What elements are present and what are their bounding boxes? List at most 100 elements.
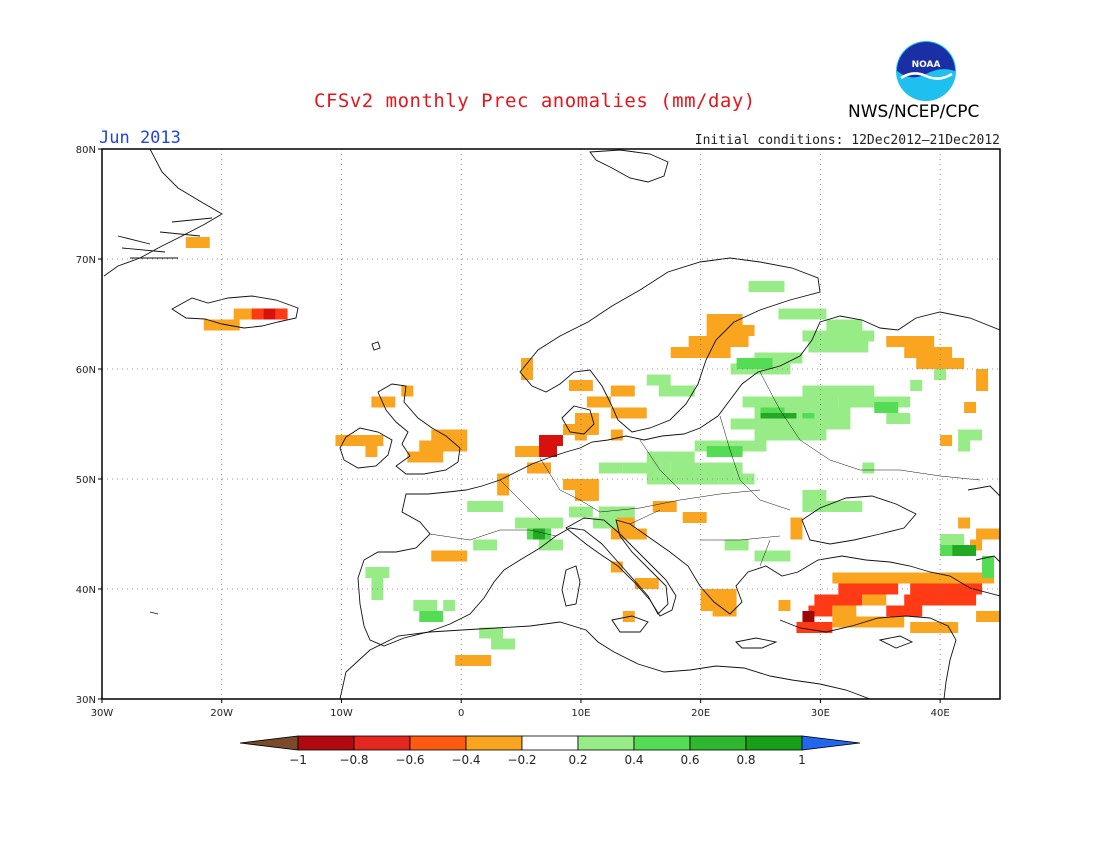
coast-caspian <box>967 485 1000 563</box>
lat-tick-label: 40N <box>76 585 96 596</box>
initial-conditions: Initial conditions: 12Dec2012–21Dec2012 <box>694 133 1000 148</box>
anomaly-cell <box>862 594 887 606</box>
anomaly-cell <box>958 517 971 529</box>
anomaly-cell <box>832 616 905 628</box>
anomaly-cell <box>365 446 378 457</box>
coast-iceland <box>171 295 299 329</box>
lon-tick-label: 40E <box>931 708 950 719</box>
lat-tick-label: 70N <box>76 255 96 266</box>
anomaly-cell <box>754 550 791 562</box>
lon-tick-label: 0 <box>458 708 464 719</box>
anomaly-cell <box>610 561 623 573</box>
coast-sicily <box>611 615 649 633</box>
anomaly-cell <box>802 385 875 397</box>
anomaly-cell <box>682 512 707 523</box>
anomaly-cells <box>185 237 1000 666</box>
anomaly-cell <box>916 358 965 369</box>
anomaly-cell <box>479 627 504 639</box>
anomaly-cell <box>940 534 965 545</box>
anomaly-cell <box>808 605 833 617</box>
anomaly-cell <box>790 517 803 540</box>
map-grid <box>102 149 1000 699</box>
colorbar-label: 0.2 <box>568 753 587 767</box>
anomaly-cell <box>832 572 905 584</box>
anomaly-cell <box>419 440 468 452</box>
anomaly-cell <box>904 347 953 358</box>
anomaly-cell <box>958 429 983 441</box>
colorbar-segment <box>745 735 803 751</box>
anomaly-cell <box>754 429 827 441</box>
anomaly-cell <box>652 501 677 512</box>
map-frame <box>101 148 1001 700</box>
anomaly-cell <box>568 380 593 391</box>
anomaly-cell <box>646 374 671 386</box>
anomaly-cell <box>886 413 911 424</box>
colorbar-label: −0.6 <box>395 753 424 767</box>
anomaly-cell <box>952 545 977 556</box>
anomaly-cell <box>598 462 623 474</box>
anomaly-cell <box>814 407 851 419</box>
colorbar-segment <box>633 735 691 751</box>
anomaly-cell <box>568 506 593 518</box>
anomaly-cell <box>976 369 989 391</box>
anomaly-cell <box>670 347 731 358</box>
anomaly-cell <box>826 501 863 512</box>
anomaly-cell <box>419 611 444 622</box>
anomaly-cell <box>539 539 563 551</box>
anomaly-cell <box>413 600 438 611</box>
anomaly-cell <box>275 308 288 320</box>
anomaly-cell <box>521 369 534 380</box>
anomaly-cell <box>610 429 623 441</box>
coast-europe-mainland <box>357 311 1000 647</box>
anomaly-cell <box>371 589 384 600</box>
anomaly-cell <box>491 638 516 650</box>
lat-tick-label: 80N <box>76 145 96 156</box>
anomaly-cell <box>233 308 258 320</box>
anomaly-cell <box>371 578 384 589</box>
colorbar-label: −0.2 <box>507 753 536 767</box>
anomaly-cell <box>610 407 647 419</box>
coast-ireland <box>339 427 393 469</box>
anomaly-cell <box>574 490 599 501</box>
colorbar-segment <box>465 735 523 751</box>
anomaly-cell <box>371 396 396 408</box>
lon-tick-label: 10W <box>330 708 353 719</box>
colorbar-label: −0.8 <box>339 753 368 767</box>
anomaly-cell <box>670 462 743 474</box>
lon-tick-label: 20W <box>210 708 233 719</box>
lat-tick-label: 60N <box>76 365 96 376</box>
anomaly-cell <box>796 622 833 633</box>
anomaly-cell <box>610 385 635 397</box>
anomaly-cell <box>838 396 911 408</box>
anomaly-cell <box>497 473 510 496</box>
coast-north-africa <box>339 621 871 699</box>
lon-tick-label: 20E <box>691 708 710 719</box>
colorbar-label: 0.6 <box>680 753 699 767</box>
anomaly-cell <box>365 567 390 578</box>
anomaly-cell <box>634 578 659 589</box>
agency-label: NWS/NCEP/CPC <box>848 102 980 122</box>
anomaly-cell <box>802 611 815 622</box>
anomaly-cell <box>407 451 444 463</box>
anomaly-cell <box>910 380 923 391</box>
colorbar-label: −1 <box>289 753 307 767</box>
anomaly-cell <box>910 622 959 633</box>
coast-svalbard <box>589 149 669 183</box>
lat-tick-label: 50N <box>76 475 96 486</box>
lon-tick-label: 30E <box>811 708 830 719</box>
axis-ticks: 30W 20W 10W 0 10E 20E 30E 40E 30N 40N 50N 60N 70N 80N <box>76 145 950 719</box>
anomaly-cell <box>958 440 971 452</box>
logo-text: NOAA <box>912 60 941 70</box>
coast-faroe <box>371 341 381 351</box>
anomaly-cell <box>748 281 785 292</box>
anomaly-cell <box>778 600 791 611</box>
colorbar-label: −0.4 <box>451 753 480 767</box>
anomaly-cell <box>431 429 468 441</box>
colorbar-segment <box>521 735 579 751</box>
lon-tick-label: 30W <box>91 708 114 719</box>
coast-anatolia-south <box>779 615 957 699</box>
forecast-month: Jun 2013 <box>99 128 181 148</box>
anomaly-cell <box>712 605 737 617</box>
anomaly-cell <box>778 308 827 320</box>
anomaly-cell <box>910 583 983 595</box>
